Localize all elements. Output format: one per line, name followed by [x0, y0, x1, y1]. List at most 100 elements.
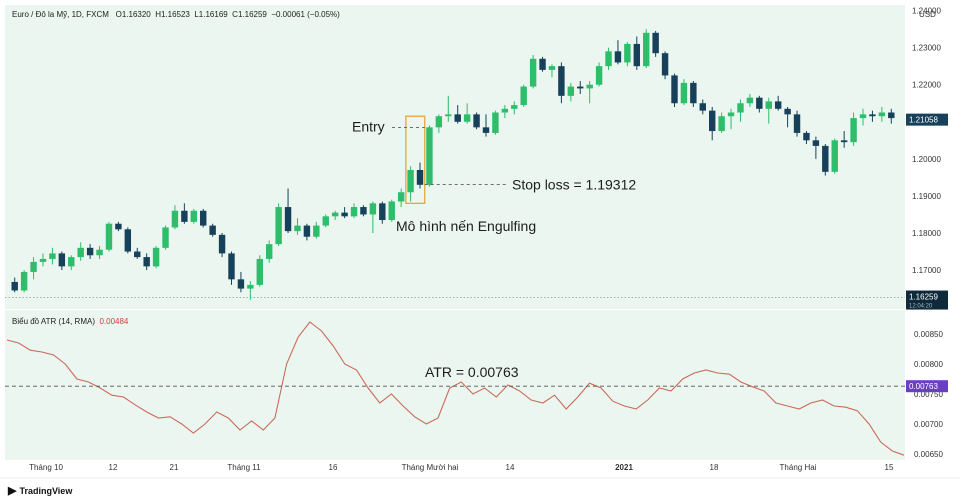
candle-body — [435, 116, 443, 128]
candle-body — [567, 86, 575, 96]
atr-tick-label: 0.00700 — [914, 420, 943, 429]
candle-body — [445, 114, 452, 117]
candle-body — [171, 210, 179, 228]
candle-body — [511, 105, 518, 109]
price-tick-label: 1.22000 — [912, 81, 941, 90]
candle-body — [331, 212, 339, 217]
candle-body — [115, 223, 122, 230]
candle-body — [190, 210, 198, 222]
price-tick-label: 1.19000 — [912, 192, 941, 201]
price-tick-label: 1.18000 — [912, 229, 941, 238]
candle-body — [30, 261, 37, 272]
candle-body — [256, 258, 263, 285]
tradingview-logo[interactable]: ▶ TradingView — [8, 484, 72, 497]
candle-body — [558, 66, 565, 96]
candle-body — [661, 53, 669, 76]
time-axis-label: Tháng Hai — [780, 463, 817, 472]
candle-body — [869, 114, 876, 117]
candle-body — [322, 216, 329, 226]
candle-body — [134, 251, 141, 258]
candle-body — [275, 207, 282, 245]
candle-body — [454, 114, 461, 122]
entry-label: Entry — [352, 118, 385, 134]
candle-body — [237, 279, 245, 289]
candle-body — [218, 234, 226, 254]
candle-body — [463, 114, 471, 122]
price-tick-label: 1.24000 — [912, 7, 941, 16]
brand-label: TradingView — [19, 486, 73, 496]
atr-tick-label: 0.00800 — [914, 360, 943, 369]
candle-body — [624, 43, 631, 63]
candle-body — [39, 258, 47, 262]
price-tick-label: 1.20000 — [912, 155, 941, 164]
candle-body — [20, 271, 28, 291]
candle-body — [350, 207, 358, 217]
atr-series-line — [6, 321, 905, 456]
current-price-tag — [906, 290, 948, 310]
engulfing-pattern-box — [405, 115, 426, 204]
currency-label: USD — [919, 10, 936, 19]
candle-body — [492, 112, 499, 133]
candle-body — [690, 82, 697, 104]
candle-body — [49, 253, 56, 259]
candle-body — [162, 227, 169, 248]
candle-body — [341, 212, 348, 217]
candle-body — [209, 225, 216, 235]
candle-body — [473, 114, 480, 128]
candle-body — [482, 127, 490, 133]
time-axis-label: 12 — [109, 463, 118, 472]
candle-body — [360, 207, 367, 215]
atr-tick-label: 0.00650 — [914, 450, 943, 459]
atr-tick-label: 0.00750 — [914, 390, 943, 399]
candle-body — [200, 210, 207, 226]
candle-body — [840, 140, 848, 143]
candle-body — [614, 51, 622, 63]
candle-body — [369, 203, 377, 215]
time-axis-label: Tháng 11 — [227, 463, 261, 472]
candle-body — [68, 257, 75, 267]
candle-body — [265, 244, 273, 259]
atr-current-tag-label: 0.00763 — [909, 382, 938, 391]
candle-body — [388, 201, 395, 221]
candle-body — [548, 66, 556, 70]
candle-body — [379, 203, 386, 221]
price-tick-label: 1.23000 — [912, 44, 941, 53]
time-axis-label: Tháng Mười hai — [402, 463, 459, 472]
ohlc-close: C1.16259 — [232, 10, 267, 19]
candle-body — [586, 84, 593, 89]
candle-body — [181, 210, 188, 222]
candle-body — [539, 58, 546, 70]
time-axis-label: 14 — [506, 463, 515, 472]
time-axis-label: 18 — [710, 463, 719, 472]
candle-body — [793, 114, 801, 133]
last-price-tag — [906, 113, 948, 126]
atr-current-tag — [906, 380, 948, 393]
candle-body — [143, 257, 150, 267]
candle-body — [595, 66, 603, 85]
candle-body — [878, 112, 886, 117]
ohlc-open: O1.16320 — [115, 10, 151, 19]
candle-body — [812, 140, 820, 146]
candle-body — [58, 253, 66, 267]
time-axis-label: 16 — [329, 463, 338, 472]
candle-body — [746, 97, 754, 104]
candle-body — [756, 97, 763, 109]
ohlc-low: L1.16169 — [194, 10, 228, 19]
candle-body — [501, 108, 509, 113]
time-axis-label: 15 — [885, 463, 894, 472]
candle-body — [774, 101, 782, 109]
atr-value: 0.00484 — [99, 317, 129, 326]
time-axis-label: Tháng 10 — [29, 463, 63, 472]
pattern-label: Mô hình nến Engulfing — [396, 218, 536, 234]
candle-body — [284, 207, 292, 232]
candle-body — [680, 82, 688, 104]
candle-body — [152, 247, 160, 267]
candle-body — [303, 225, 311, 237]
time-axis-label: 21 — [170, 463, 179, 472]
last-price-tag-label: 1.21058 — [909, 116, 938, 125]
candle-body — [520, 86, 527, 106]
candle-body — [247, 284, 254, 289]
candle-body — [416, 169, 424, 185]
candle-body — [228, 253, 235, 280]
